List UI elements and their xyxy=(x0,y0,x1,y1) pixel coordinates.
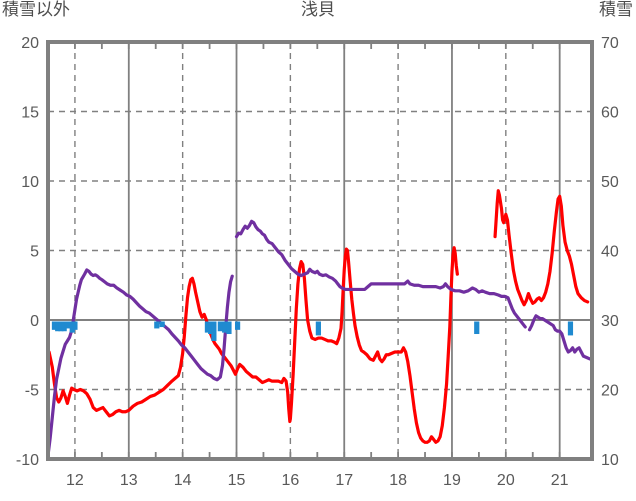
precipitation-bar-6 xyxy=(72,321,78,330)
x-tick-label: 18 xyxy=(389,472,407,489)
precipitation-bar-17 xyxy=(474,321,480,335)
x-tick-label: 17 xyxy=(335,472,353,489)
x-tick-label: 12 xyxy=(66,472,84,489)
x-tick-label: 20 xyxy=(497,472,515,489)
precipitation-bars xyxy=(51,321,574,341)
series-line-4 xyxy=(527,314,592,361)
y-tick-label-right: 30 xyxy=(601,313,619,330)
series-line-2 xyxy=(46,268,234,458)
page-title: 浅貝 xyxy=(301,0,335,20)
x-tick-label: 19 xyxy=(443,472,461,489)
precipitation-bar-16 xyxy=(315,321,321,336)
precipitation-bar-10 xyxy=(208,321,214,335)
x-tick-label: 16 xyxy=(281,472,299,489)
precipitation-bar-9 xyxy=(204,321,211,333)
plot-frame xyxy=(46,40,594,461)
precipitation-bar-13 xyxy=(222,321,228,333)
precipitation-bar-3 xyxy=(61,321,67,332)
y-tick-label-right: 10 xyxy=(601,452,619,469)
precipitation-bar-14 xyxy=(226,321,232,335)
left-axis-unit-label: 積雪以外 xyxy=(2,0,70,20)
y-tick-label-left: 5 xyxy=(30,244,39,261)
precipitation-bar-4 xyxy=(64,321,70,329)
precipitation-bar-12 xyxy=(217,321,223,332)
y-tick-label-right: 20 xyxy=(601,383,619,400)
y-tick-label-left: 10 xyxy=(21,174,39,191)
y-tick-label-left: 15 xyxy=(21,105,39,122)
x-tick-label: 14 xyxy=(174,472,192,489)
axis-tick-labels: -10 -5 0 5 10 15 20 10 20 30 40 50 60 70 12 13 14 15 16 17 1… xyxy=(16,35,619,489)
series-line-3 xyxy=(234,219,527,329)
right-axis-unit-label: 積雪 xyxy=(599,0,633,20)
precipitation-bar-2 xyxy=(58,321,64,332)
y-tick-label-left: -5 xyxy=(25,383,39,400)
precipitation-bar-15 xyxy=(234,321,241,330)
grid-layer xyxy=(48,42,592,459)
precipitation-bar-11 xyxy=(211,321,217,341)
x-tick-label: 21 xyxy=(551,472,569,489)
y-tick-label-left: -10 xyxy=(16,452,39,469)
y-tick-label-left: 0 xyxy=(30,313,39,330)
precipitation-bar-8 xyxy=(159,321,165,328)
frame-rect xyxy=(46,40,594,461)
series-line-1 xyxy=(493,189,590,307)
y-tick-label-right: 50 xyxy=(601,174,619,191)
x-tick-label: 13 xyxy=(120,472,138,489)
series-line-0 xyxy=(47,246,459,444)
precipitation-bar-5 xyxy=(69,321,75,333)
x-tick-label: 15 xyxy=(228,472,246,489)
y-tick-label-right: 60 xyxy=(601,105,619,122)
y-tick-label-right: 40 xyxy=(601,244,619,261)
precipitation-bar-1 xyxy=(55,321,61,332)
y-tick-label-right: 70 xyxy=(601,35,619,52)
y-tick-label-left: 20 xyxy=(21,35,39,52)
precipitation-bar-0 xyxy=(51,321,58,330)
precipitation-bar-18 xyxy=(567,321,574,336)
precipitation-bar-7 xyxy=(154,321,160,329)
